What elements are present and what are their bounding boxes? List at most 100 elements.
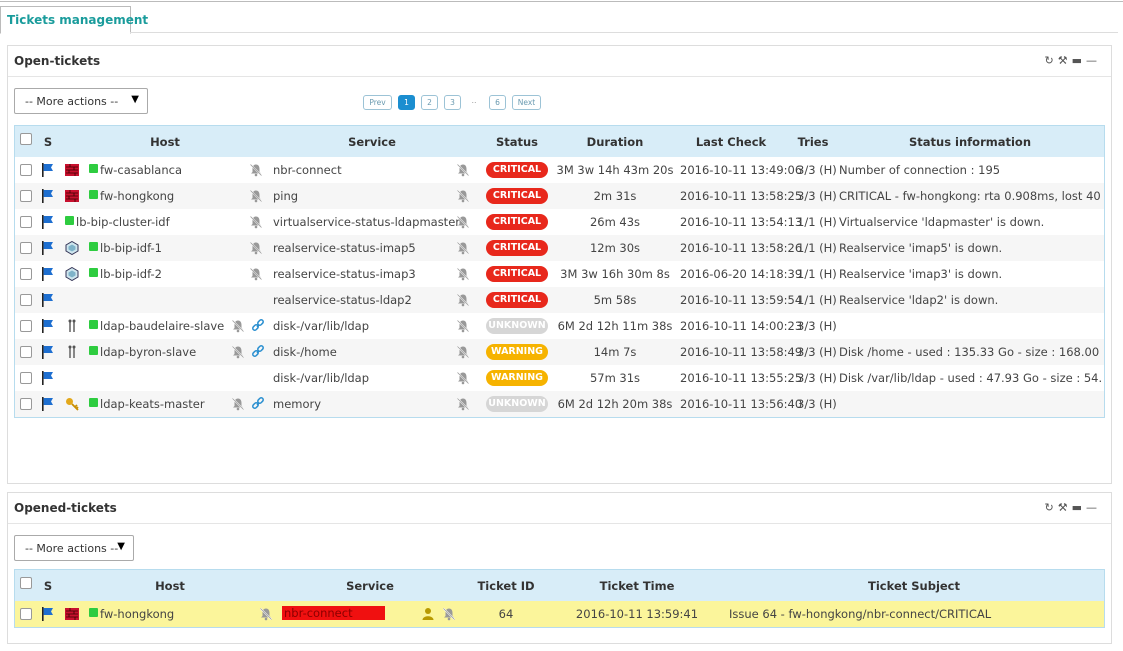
pager-button[interactable]: 3 [444, 95, 461, 110]
host-name[interactable]: lb-bip-idf-2 [100, 267, 162, 281]
service-name[interactable]: virtualservice-status-ldapmaster [273, 215, 460, 229]
column-header[interactable]: Host [150, 135, 180, 149]
column-header[interactable]: Service [346, 579, 394, 593]
ticket-id[interactable]: 64 [498, 607, 514, 621]
column-header[interactable]: Service [348, 135, 396, 149]
row-checkbox[interactable] [20, 164, 32, 176]
column-header[interactable]: S [43, 579, 53, 593]
tries: 3/3 (H) [797, 163, 837, 177]
flag-icon [41, 293, 55, 307]
select-all-checkbox[interactable] [20, 133, 32, 145]
ticket-subject[interactable]: Issue 64 - fw-hongkong/nbr-connect/CRITI… [729, 607, 992, 621]
host-name[interactable]: ldap-byron-slave [100, 345, 197, 359]
duration: 57m 31s [589, 371, 641, 385]
last-check: 2016-10-11 13:58:49 [680, 345, 803, 359]
flag-icon [41, 319, 55, 333]
notify-off-icon [456, 345, 470, 359]
flag-icon [41, 241, 55, 255]
row-checkbox[interactable] [20, 346, 32, 358]
table-header: S Host Service Ticket ID Ticket Time Ticket S… [15, 570, 1104, 601]
notify-off-icon [456, 163, 470, 177]
last-check: 2016-10-11 13:58:26 [680, 241, 803, 255]
flag-icon [41, 397, 55, 411]
row-checkbox[interactable] [20, 190, 32, 202]
status-info: Disk /home - used : 135.33 Go - size : 1… [839, 345, 1101, 359]
row-checkbox[interactable] [20, 320, 32, 332]
service-name[interactable]: disk-/var/lib/ldap [273, 371, 370, 385]
column-header[interactable]: Duration [586, 135, 644, 149]
service-name[interactable]: realservice-status-ldap2 [273, 293, 412, 307]
host-name[interactable]: fw-hongkong [100, 607, 175, 621]
select-label: -- More actions -- [25, 95, 119, 108]
notify-off-icon [456, 241, 470, 255]
row-checkbox[interactable] [20, 398, 32, 410]
ticket-time: 2016-10-11 13:59:41 [575, 607, 699, 621]
link-icon[interactable] [251, 345, 265, 359]
service-name[interactable]: disk-/home [273, 345, 337, 359]
link-icon[interactable] [251, 319, 265, 333]
host-name[interactable]: lb-bip-cluster-idf [76, 215, 170, 229]
service-name[interactable]: disk-/var/lib/ldap [273, 319, 370, 333]
row-checkbox[interactable] [20, 372, 32, 384]
service-name[interactable]: realservice-status-imap5 [273, 241, 416, 255]
link-icon[interactable] [251, 397, 265, 411]
opened-tickets-table: S Host Service Ticket ID Ticket Time Ticket S… [14, 569, 1105, 628]
tab[interactable]: Tickets management [0, 6, 148, 34]
service-name[interactable]: nbr-connect [273, 163, 342, 177]
duration: 5m 58s [593, 293, 637, 307]
notify-off-icon [249, 241, 263, 255]
flag-icon [41, 189, 55, 203]
duration: 26m 43s [589, 215, 641, 229]
pager-button[interactable]: 2 [421, 95, 438, 110]
column-header[interactable]: Host [155, 579, 185, 593]
column-header[interactable]: S [43, 135, 53, 149]
service-name[interactable]: memory [273, 397, 322, 411]
row-checkbox[interactable] [20, 294, 32, 306]
service-name[interactable]: ping [273, 189, 299, 203]
host-name[interactable]: fw-hongkong [100, 189, 175, 203]
more-actions-select[interactable]: -- More actions -- ▼ [14, 88, 148, 114]
pager-ellipsis: .. [471, 96, 477, 105]
column-header[interactable]: Ticket Time [599, 579, 675, 593]
notify-off-icon [231, 319, 245, 333]
column-header[interactable]: Status [495, 135, 539, 149]
select-label: -- More actions -- [25, 542, 119, 555]
more-actions-select[interactable]: -- More actions -- ▼ [14, 535, 134, 561]
row-checkbox[interactable] [20, 608, 32, 620]
panel-tools[interactable]: ↻⚒▬— [1044, 501, 1101, 514]
service-name[interactable]: nbr-connect [282, 606, 385, 620]
column-header[interactable]: Ticket ID [477, 579, 535, 593]
column-header[interactable]: Status information [908, 135, 1032, 149]
host-name[interactable]: fw-casablanca [100, 163, 183, 177]
duration: 2m 31s [593, 189, 637, 203]
pager-button[interactable]: Prev [363, 95, 392, 110]
row-checkbox[interactable] [20, 242, 32, 254]
row-checkbox[interactable] [20, 216, 32, 228]
status-info: Number of connection : 195 [839, 163, 1001, 177]
panel-tools[interactable]: ↻⚒▬— [1044, 54, 1101, 67]
tries: 3/3 (H) [797, 345, 837, 359]
notify-off-icon [231, 397, 245, 411]
host-state [65, 216, 74, 225]
column-header[interactable]: Ticket Subject [868, 579, 960, 593]
user-icon [421, 607, 435, 621]
host-state [89, 242, 98, 251]
select-all-checkbox[interactable] [20, 577, 32, 589]
host-name[interactable]: ldap-keats-master [100, 397, 205, 411]
pager-button[interactable]: 6 [489, 95, 506, 110]
host-type-icon [65, 607, 79, 621]
notify-off-icon [259, 607, 273, 621]
notify-off-icon [231, 345, 245, 359]
host-type-icon [65, 319, 79, 333]
column-header[interactable]: Tries [797, 135, 829, 149]
pager-button[interactable]: Next [512, 95, 541, 110]
host-name[interactable]: ldap-baudelaire-slave [100, 319, 225, 333]
row-checkbox[interactable] [20, 268, 32, 280]
column-header[interactable]: Last Check [695, 135, 767, 149]
service-name[interactable]: realservice-status-imap3 [273, 267, 416, 281]
host-name[interactable]: lb-bip-idf-1 [100, 241, 162, 255]
pager-button[interactable]: 1 [398, 95, 415, 110]
status-info: Realservice 'imap3' is down. [839, 267, 1003, 281]
status-info: Realservice 'imap5' is down. [839, 241, 1003, 255]
